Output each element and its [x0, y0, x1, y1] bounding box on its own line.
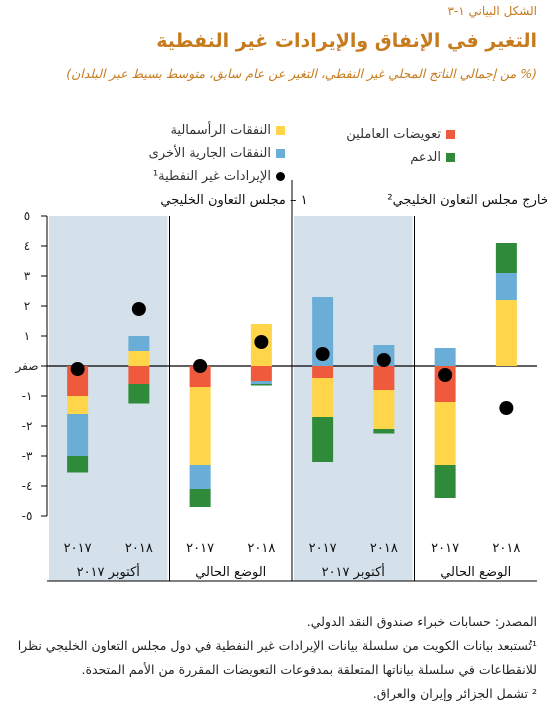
- y-tick-label: ٣: [24, 269, 31, 283]
- group-label: أكتوبر ٢٠١٧: [77, 563, 140, 580]
- bar-segment-compensation: [373, 366, 395, 390]
- bar-segment-capital: [373, 390, 395, 429]
- y-tick-label: ١: [24, 329, 30, 343]
- legend-label-revenue: الإيرادات غير النفطية¹: [152, 169, 271, 184]
- group-label: الوضع الحالي: [440, 565, 511, 580]
- revenue-marker: [499, 401, 514, 415]
- chart-notes: المصدر: حسابات خبراء صندوق النقد الدولي.…: [7, 610, 537, 706]
- bar-segment-subsidies: [312, 417, 334, 462]
- legend-item-revenue: الإيرادات غير النفطية¹: [153, 169, 285, 184]
- footnote-1-line-2: للانقطاعات في سلسلة بياناتها المتعلقة بم…: [81, 662, 537, 677]
- revenue-marker: [438, 368, 453, 382]
- chart-title: التغير في الإنفاق والإيرادات غير النفطية: [156, 30, 537, 52]
- bar-segment-subsidies: [189, 489, 211, 507]
- x-tick-label: ٢٠١٧: [431, 541, 459, 556]
- revenue-marker: [376, 353, 391, 367]
- x-tick-label: ٢٠١٨: [125, 541, 153, 556]
- y-tick-label: ٤-: [22, 479, 33, 493]
- x-tick-label: ٢٠١٨: [247, 541, 275, 556]
- bar-segment-capital: [312, 378, 334, 417]
- legend-item-current: النفقات الجارية الأخرى: [149, 146, 285, 161]
- y-tick-label: ٢-: [22, 419, 33, 433]
- bar-segment-subsidies: [434, 465, 456, 498]
- y-tick-label: ٥-: [22, 509, 33, 523]
- legend-item-capital: النفقات الرأسمالية: [170, 123, 285, 138]
- x-tick-label: ٢٠١٧: [64, 541, 92, 556]
- chart-subtitle: (% من إجمالي الناتج المحلي غير النفطي، ا…: [66, 66, 537, 81]
- legend-swatch-capital: [276, 126, 285, 135]
- stacked-bar-chart: ٥- ٤- ٣- ٢- ١- صفر ١ ٢ ٣ ٤ ٥ ١ – مجلس التعاون الخلي…: [15, 180, 547, 582]
- revenue-marker: [193, 359, 208, 373]
- bar-segment-compensation: [189, 366, 211, 387]
- panel-title: ٢ – خارج مجلس التعاون الخليجي²: [387, 193, 547, 208]
- bar-segment-capital: [67, 396, 89, 414]
- revenue-marker: [315, 347, 330, 361]
- x-tick-label: ٢٠١٨: [370, 541, 398, 556]
- legend-item-subsidies: الدعم: [410, 150, 455, 165]
- legend-swatch-subsidies: [446, 153, 455, 162]
- bar-segment-current: [128, 336, 150, 351]
- y-tick-label: ٤: [24, 239, 30, 253]
- panel-title: ١ – مجلس التعاون الخليجي: [160, 193, 307, 208]
- legend-item-compensation: تعويضات العاملين: [346, 127, 455, 142]
- bar-segment-capital: [495, 300, 517, 366]
- shaded-region: [49, 216, 168, 581]
- footnote-2: ² تشمل الجزائر وإيران والعراق.: [372, 686, 537, 701]
- bar-segment-current: [67, 414, 89, 456]
- bar-segment-subsidies: [250, 384, 272, 386]
- bar-segment-capital: [189, 387, 211, 465]
- y-tick-label: صفر: [15, 359, 39, 374]
- legend-label-current: النفقات الجارية الأخرى: [148, 146, 271, 161]
- bar-segment-capital: [128, 351, 150, 366]
- source-note: المصدر: حسابات خبراء صندوق النقد الدولي.: [306, 614, 537, 629]
- y-tick-label: ٢: [24, 299, 30, 313]
- bar-segment-capital: [434, 402, 456, 465]
- bar-segment-current: [434, 348, 456, 366]
- bar-segment-current: [250, 381, 272, 384]
- bar-segment-compensation: [312, 366, 334, 378]
- figure-number: الشكل البياني ١-٣: [447, 4, 537, 18]
- bar-segment-subsidies: [373, 429, 395, 434]
- footnote-1-line-1: ¹تُستبعد بيانات الكويت من سلسلة بيانات ا…: [17, 638, 537, 653]
- group-label: أكتوبر ٢٠١٧: [322, 563, 385, 580]
- y-tick-label: ٥: [24, 209, 30, 223]
- legend-label-compensation: تعويضات العاملين: [346, 127, 441, 142]
- legend-marker-revenue: [276, 172, 285, 181]
- legend-label-subsidies: الدعم: [410, 150, 441, 165]
- x-tick-label: ٢٠١٨: [492, 541, 520, 556]
- bar-segment-subsidies: [67, 456, 89, 473]
- shaded-region: [294, 216, 413, 581]
- legend-swatch-current: [276, 149, 285, 158]
- bar-segment-current: [312, 297, 334, 366]
- bar-segment-compensation: [250, 366, 272, 381]
- legend-swatch-compensation: [446, 130, 455, 139]
- y-tick-label: ١-: [22, 389, 33, 403]
- bar-segment-compensation: [128, 366, 150, 384]
- x-tick-label: ٢٠١٧: [186, 541, 214, 556]
- bar-segment-current: [189, 465, 211, 489]
- x-tick-label: ٢٠١٧: [309, 541, 337, 556]
- revenue-marker: [131, 302, 146, 316]
- revenue-marker: [254, 335, 269, 349]
- bar-segment-subsidies: [128, 384, 150, 404]
- y-tick-label: ٣-: [22, 449, 33, 463]
- group-label: الوضع الحالي: [195, 565, 266, 580]
- revenue-marker: [70, 362, 85, 376]
- bar-segment-subsidies: [495, 243, 517, 273]
- legend-label-capital: النفقات الرأسمالية: [170, 123, 271, 138]
- bar-segment-current: [495, 273, 517, 300]
